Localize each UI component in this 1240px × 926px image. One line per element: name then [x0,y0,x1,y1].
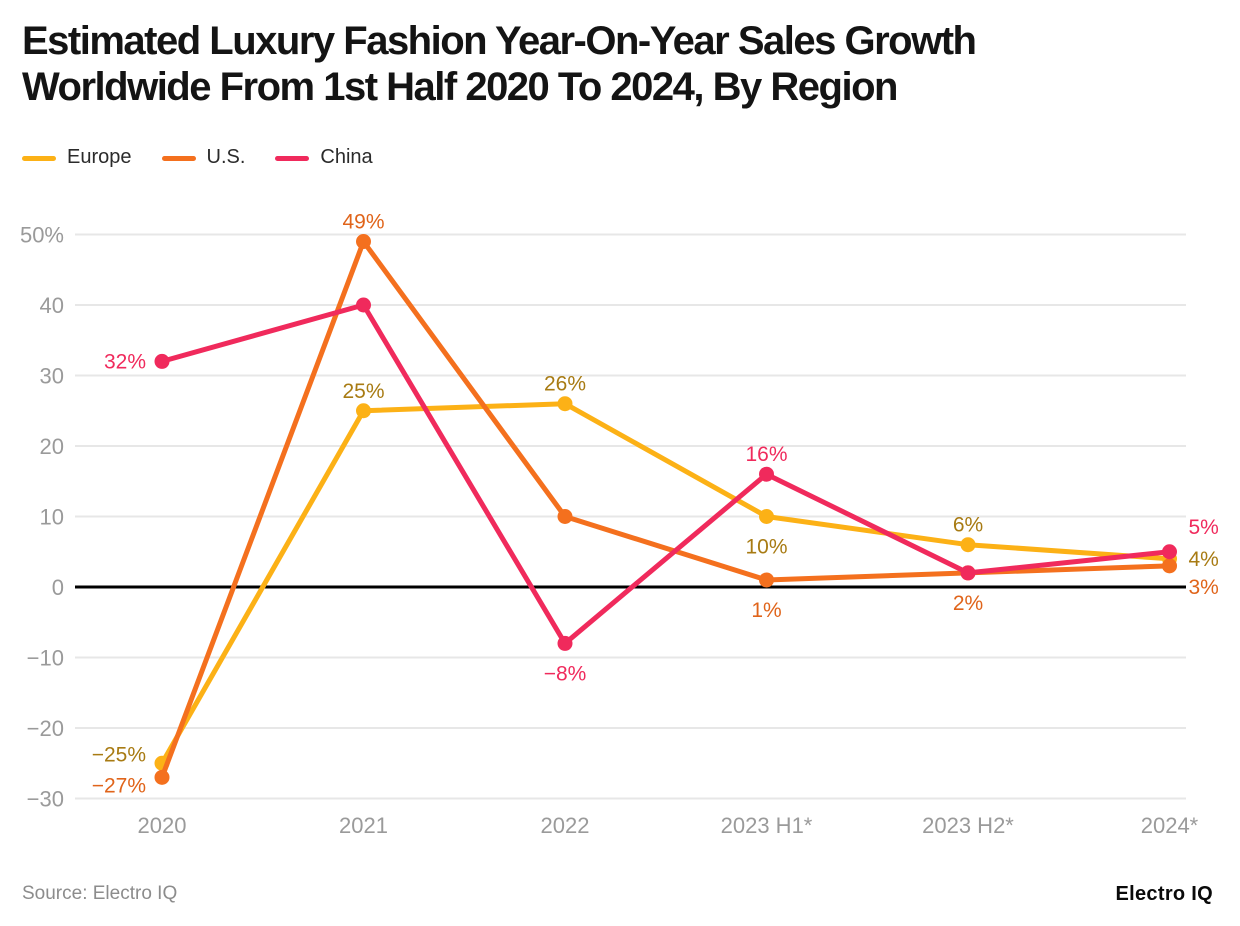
legend-item-u-s: U.S. [161,146,246,169]
legend-item-label: China [320,146,373,168]
data-label-china-2023-h1: 16% [745,443,787,466]
data-label-europe-2021: 25% [342,380,384,403]
data-label-u-s-2024: 3% [1189,576,1219,599]
data-point-europe-2023-h1 [759,509,774,524]
data-label-europe-2022: 26% [544,373,586,396]
y-tick-label-10: 10 [40,505,64,530]
x-tick-label-2023-h1: 2023 H1* [721,813,813,838]
data-label-europe-2023-h1: 10% [745,536,787,559]
legend: Europe U.S. China [22,146,373,169]
legend-swatch-icon [161,156,196,161]
chart-title: Estimated Luxury Fashion Year-On-Year Sa… [22,18,977,110]
series-line-u-s [159,239,1172,780]
chart-area: 50% 40 30 20 10 0 −10 −20 −30 2020 2021 2022 2023 H1… [0,198,1240,858]
data-point-u-s-2020 [154,769,170,785]
chart-title-line1: Estimated Luxury Fashion Year-On-Year Sa… [22,19,977,63]
y-tick-label-0: 0 [52,575,64,600]
series-line-europe [159,401,1172,766]
data-label-europe-2024: 4% [1189,548,1219,571]
legend-swatch-icon [275,156,310,161]
data-point-china-2022 [557,635,573,651]
x-tick-label-2023-h2: 2023 H2* [922,813,1014,838]
data-label-u-s-2023-h2: 2% [953,592,983,615]
x-tick-label-2022: 2022 [541,813,590,838]
data-point-u-s-2023-h1 [759,572,774,588]
data-point-china-2023-h2 [960,565,976,581]
data-point-u-s-2022 [557,509,573,524]
chart-title-line2: Worldwide From 1st Half 2020 To 2024, By… [22,65,898,109]
source-note: Source: Electro IQ [22,883,178,904]
line-chart-svg: 50% 40 30 20 10 0 −10 −20 −30 2020 2021 2022 2023 H1… [20,211,1219,838]
data-label-u-s-2021: 49% [342,211,384,234]
y-tick-label-50: 50% [20,223,64,248]
data-label-china-2022: −8% [544,662,587,685]
data-label-china-2020: 32% [104,350,146,373]
x-tick-label-2021: 2021 [339,813,388,838]
y-tick-label--30: −30 [27,787,64,812]
data-label-u-s-2020: −27% [92,774,146,797]
data-point-china-2023-h1 [759,466,774,482]
data-point-europe-2021 [356,403,371,419]
y-tick-label--20: −20 [27,716,64,741]
x-tick-label-2024: 2024* [1141,813,1199,838]
data-label-europe-2020: −25% [92,743,146,766]
y-tick-label-40: 40 [40,293,64,318]
data-label-u-s-2023-h1: 1% [751,599,781,622]
legend-item-label: Europe [67,146,132,168]
legend-item-label: U.S. [206,146,246,168]
data-point-china-2024 [1162,544,1177,560]
legend-item-china: China [275,146,373,169]
brand-logo: Electro IQ [1115,883,1213,905]
y-tick-label-30: 30 [40,364,64,389]
y-tick-label--10: −10 [27,646,64,671]
data-point-u-s-2021 [356,234,371,250]
series-line-china [159,302,1172,646]
legend-swatch-icon [22,156,56,161]
y-tick-label-20: 20 [40,434,64,459]
x-tick-label-2020: 2020 [138,813,187,838]
data-point-china-2021 [356,297,371,313]
data-point-europe-2022 [557,396,573,412]
data-label-europe-2023-h2: 6% [953,514,983,537]
data-point-u-s-2024 [1162,558,1177,574]
legend-item-europe: Europe [22,146,132,169]
data-point-china-2020 [154,353,170,369]
data-label-china-2024: 5% [1189,516,1219,539]
data-point-europe-2023-h2 [960,537,976,553]
